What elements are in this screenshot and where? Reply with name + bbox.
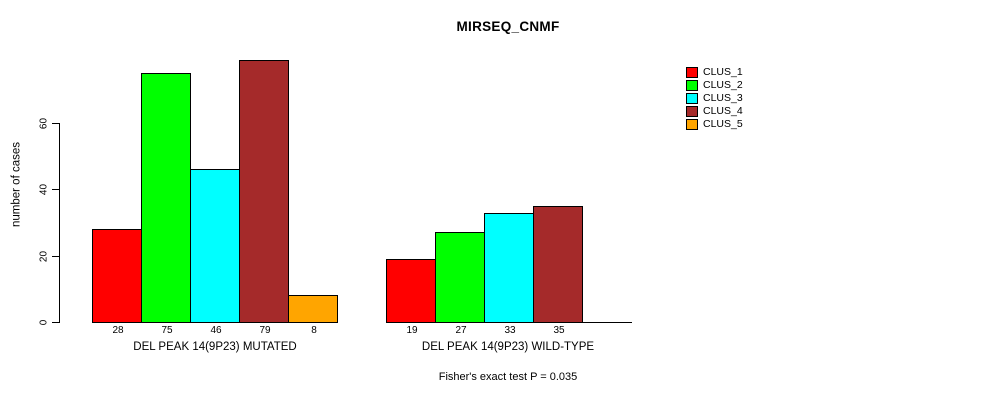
legend-label-clus_1: CLUS_1 (703, 66, 743, 78)
legend-item-clus_5: CLUS_5 (686, 118, 743, 130)
bar-clus_1-group1 (92, 229, 142, 323)
bar-clus_4-group1 (239, 60, 289, 323)
legend-label-clus_2: CLUS_2 (703, 79, 743, 91)
bar-clus_3-group1 (190, 169, 240, 323)
bar-value-label: 28 (112, 325, 124, 336)
bar-clus_3-group2 (484, 213, 534, 323)
bar-clus_1-group2 (386, 259, 436, 323)
y-tick-mark (52, 123, 59, 124)
y-tick-mark (52, 256, 59, 257)
legend-item-clus_4: CLUS_4 (686, 105, 743, 117)
bar-clus_5-group2-zero (582, 322, 632, 323)
legend-item-clus_3: CLUS_3 (686, 92, 743, 104)
legend-swatch-clus_2 (686, 79, 698, 91)
legend-swatch-clus_4 (686, 105, 698, 117)
bar-value-label: 33 (504, 325, 516, 336)
legend-label-clus_3: CLUS_3 (703, 92, 743, 104)
chart-title: MIRSEQ_CNMF (456, 19, 560, 34)
y-tick-label: 40 (38, 183, 50, 196)
bar-value-label: 46 (210, 325, 222, 336)
y-tick-mark (52, 189, 59, 190)
y-tick-label: 60 (38, 117, 50, 130)
x-group-label-wild-type: DEL PEAK 14(9P23) WILD-TYPE (421, 341, 595, 353)
x-group-label-mutated: DEL PEAK 14(9P23) MUTATED (133, 341, 297, 353)
bar-clus_2-group1 (141, 73, 191, 323)
bar-clus_2-group2 (435, 232, 485, 323)
y-tick-label: 0 (38, 319, 50, 326)
legend-label-clus_4: CLUS_4 (703, 105, 743, 117)
y-tick-mark (52, 322, 59, 323)
bar-value-label: 79 (259, 325, 271, 336)
bar-value-label: 8 (311, 325, 317, 336)
y-tick-label: 20 (38, 250, 50, 263)
legend-swatch-clus_5 (686, 118, 698, 130)
bar-clus_4-group2 (533, 206, 583, 323)
legend-swatch-clus_3 (686, 92, 698, 104)
bar-clus_5-group1 (288, 295, 338, 323)
stat-test-footnote: Fisher's exact test P = 0.035 (438, 371, 578, 383)
legend-swatch-clus_1 (686, 66, 698, 78)
legend-item-clus_1: CLUS_1 (686, 66, 743, 78)
bar-value-label: 27 (455, 325, 467, 336)
bar-value-label: 75 (161, 325, 173, 336)
y-axis-line (59, 123, 60, 323)
legend-label-clus_5: CLUS_5 (703, 118, 743, 130)
y-axis-label: number of cases (10, 142, 23, 228)
bar-value-label: 35 (553, 325, 565, 336)
bar-value-label: 19 (406, 325, 418, 336)
legend-item-clus_2: CLUS_2 (686, 79, 743, 91)
